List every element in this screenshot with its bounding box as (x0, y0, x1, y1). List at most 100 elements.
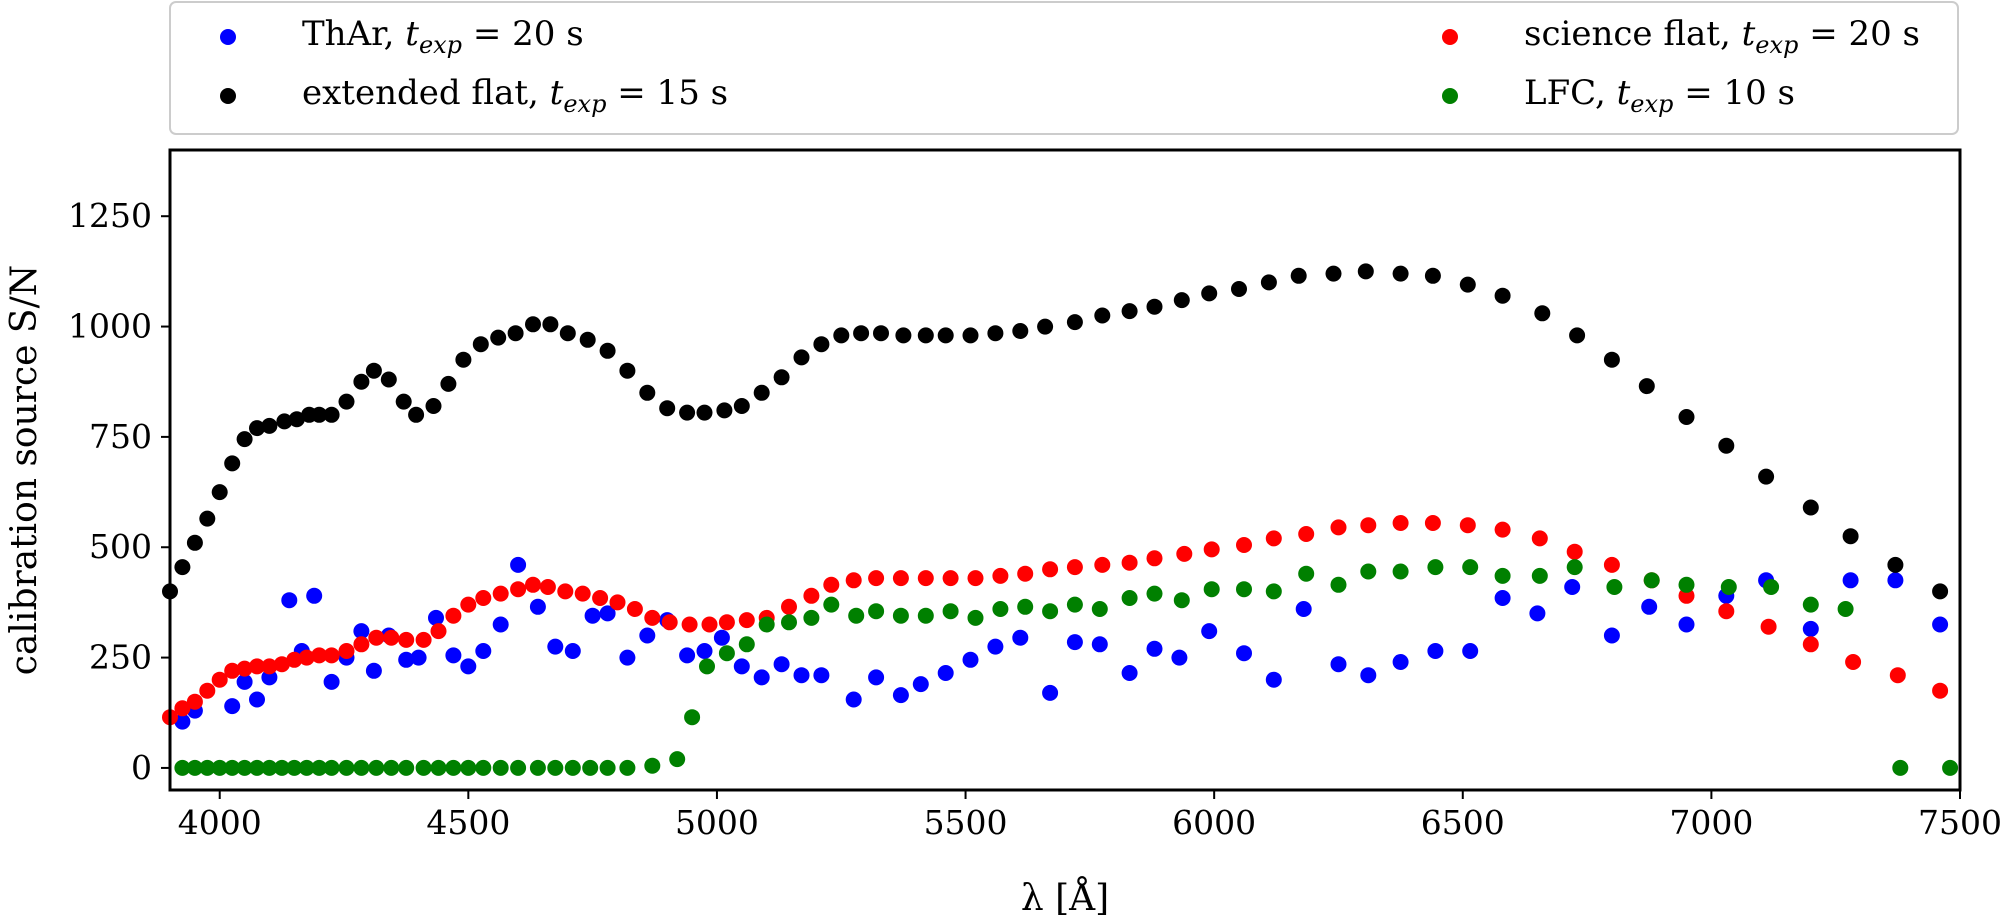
data-point-series-2 (492, 585, 509, 602)
data-point-series-1 (1201, 285, 1218, 302)
data-point-series-3 (261, 759, 278, 776)
data-point-series-3 (1146, 585, 1163, 602)
data-point-series-3 (1763, 579, 1780, 595)
data-point-series-3 (781, 614, 797, 631)
data-point-series-2 (1889, 667, 1906, 684)
data-point-series-0 (1066, 634, 1083, 651)
legend-item-science-flat: science flat, texp = 20 s (1442, 14, 1920, 59)
y-tick-label: 750 (89, 417, 152, 456)
data-point-series-1 (559, 325, 576, 342)
data-point-series-1 (507, 325, 524, 342)
legend-marker-thar (220, 29, 236, 45)
data-point-series-3 (848, 607, 865, 624)
data-point-series-0 (1641, 598, 1658, 615)
data-point-series-1 (353, 373, 370, 390)
data-point-series-1 (793, 349, 810, 366)
x-tick-label: 5500 (924, 803, 1008, 842)
data-point-series-3 (758, 616, 775, 633)
data-point-series-1 (174, 559, 191, 576)
data-point-series-3 (803, 609, 820, 626)
data-point-series-2 (1760, 618, 1777, 635)
data-point-series-2 (1042, 561, 1059, 578)
data-point-series-0 (306, 587, 323, 604)
data-point-series-2 (992, 567, 1009, 584)
x-tick-label: 4000 (178, 803, 262, 842)
data-point-series-0 (475, 643, 492, 659)
data-point-series-2 (236, 660, 253, 677)
legend-marker-extended-flat (220, 88, 236, 104)
data-point-series-2 (1424, 515, 1441, 531)
data-point-series-2 (1678, 587, 1695, 604)
data-point-series-2 (609, 594, 626, 611)
data-point-series-0 (937, 665, 954, 681)
data-point-series-1 (1392, 265, 1409, 282)
data-point-series-1 (1357, 263, 1374, 280)
data-point-series-1 (1037, 318, 1054, 335)
data-point-series-1 (1603, 351, 1620, 368)
data-point-series-0 (529, 598, 546, 615)
data-point-series-3 (1720, 579, 1737, 595)
x-tick-label: 6500 (1421, 803, 1505, 842)
data-point-series-3 (718, 645, 735, 662)
data-point-series-1 (937, 327, 954, 344)
y-axis-ticks: 0 250 500 750 1000 1250 (68, 196, 170, 787)
data-point-series-2 (525, 576, 541, 593)
legend-label-thar: ThAr, texp = 20 s (302, 14, 584, 59)
data-point-series-0 (249, 691, 265, 708)
data-point-series-1 (1012, 323, 1029, 339)
plot-frame (168, 148, 1962, 792)
data-point-series-1 (1932, 583, 1949, 600)
data-point-series-1 (696, 404, 713, 421)
data-point-series-3 (510, 759, 527, 776)
data-point-series-3 (1531, 567, 1548, 584)
data-point-series-3 (1462, 559, 1479, 576)
data-point-series-3 (1392, 563, 1409, 580)
data-point-series-1 (619, 362, 636, 379)
data-point-series-1 (365, 362, 382, 379)
data-point-series-1 (276, 413, 293, 430)
data-point-series-1 (211, 484, 228, 501)
data-point-series-1 (1325, 265, 1342, 282)
data-point-series-3 (992, 601, 1009, 617)
data-point-series-2 (430, 623, 447, 640)
data-point-series-2 (1360, 517, 1377, 534)
data-point-series-2 (1531, 530, 1548, 547)
data-point-series-2 (286, 651, 303, 668)
data-point-series-2 (273, 656, 290, 673)
data-point-series-0 (547, 638, 564, 655)
data-point-series-1 (753, 384, 770, 401)
data-point-series-3 (868, 603, 885, 620)
data-point-series-0 (868, 669, 885, 686)
data-point-series-3 (311, 759, 328, 776)
data-point-series-2 (1845, 654, 1862, 670)
data-point-series-1 (455, 351, 472, 368)
data-point-series-1 (1494, 287, 1511, 304)
data-point-series-2 (338, 643, 355, 659)
data-point-series-0 (813, 667, 830, 684)
data-point-series-3 (684, 709, 701, 726)
data-point-series-1 (261, 417, 278, 434)
data-point-series-1 (1173, 292, 1190, 309)
data-point-series-2 (368, 629, 385, 646)
data-point-series-0 (323, 673, 340, 690)
data-point-series-0 (1802, 620, 1819, 637)
x-tick-label: 7500 (1918, 803, 2000, 842)
legend-item-extended-flat: extended flat, texp = 15 s (220, 73, 728, 118)
data-point-series-2 (1459, 517, 1476, 534)
data-point-series-3 (460, 759, 477, 776)
data-point-series-0 (428, 609, 444, 626)
data-point-series-3 (199, 759, 216, 776)
data-point-series-1 (853, 325, 870, 342)
data-point-series-0 (599, 605, 616, 622)
data-point-series-0 (261, 669, 278, 686)
data-point-series-3 (1802, 596, 1819, 613)
data-point-series-2 (781, 598, 797, 615)
data-point-series-0 (1494, 590, 1511, 606)
data-point-series-0 (1201, 623, 1218, 640)
data-point-series-2 (1236, 537, 1252, 553)
data-point-series-0 (1427, 643, 1444, 659)
data-point-series-1 (1569, 327, 1586, 344)
data-point-series-0 (733, 658, 750, 675)
data-point-series-1 (1459, 276, 1476, 293)
